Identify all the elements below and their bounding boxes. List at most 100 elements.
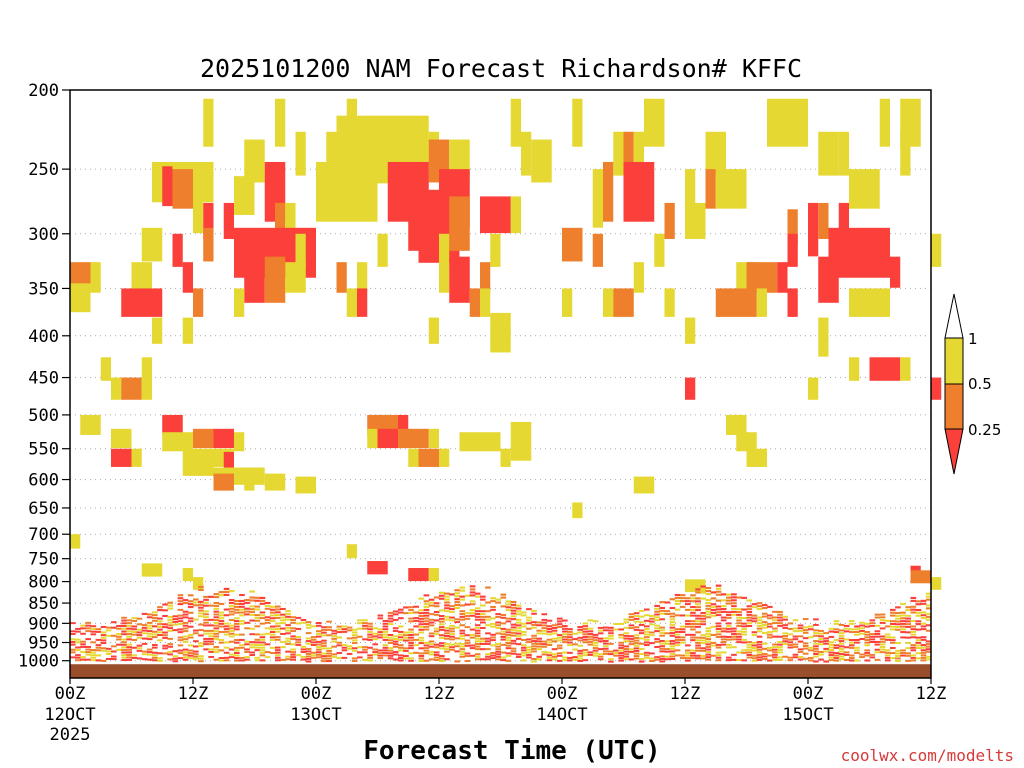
y-axis-ticks: 2002503003504004505005506006507007508008…	[18, 81, 70, 672]
x-tick-label-6: 00Z	[793, 684, 824, 704]
pbl-streak	[562, 633, 568, 636]
pbl-streak	[751, 606, 758, 609]
pbl-streak	[536, 637, 542, 640]
pbl-streak	[731, 635, 737, 638]
pbl-streak	[495, 613, 501, 616]
pbl-streak	[249, 611, 255, 614]
pbl-streak	[869, 624, 876, 627]
pbl-streak	[351, 659, 358, 662]
legend-label-1: 0.5	[968, 375, 992, 393]
pbl-streak	[433, 656, 440, 659]
pbl-streak	[162, 609, 168, 612]
pbl-streak	[234, 649, 240, 652]
pbl-streak	[305, 637, 312, 640]
pbl-streak	[136, 649, 143, 652]
ri-cell-69	[931, 233, 942, 267]
pbl-streak	[813, 652, 819, 655]
pbl-streak	[280, 646, 286, 649]
pbl-streak	[772, 648, 778, 651]
pbl-streak	[213, 645, 220, 648]
pbl-streak	[269, 617, 276, 620]
pbl-streak	[341, 630, 348, 633]
pbl-streak	[234, 651, 240, 654]
pbl-streak	[731, 633, 737, 636]
pbl-streak	[726, 659, 732, 662]
ri-cell-24	[900, 131, 911, 176]
pbl-streak	[234, 611, 240, 614]
pbl-streak	[556, 659, 563, 662]
pbl-streak	[685, 659, 691, 662]
pbl-streak	[905, 652, 911, 655]
pbl-streak	[249, 627, 255, 630]
pbl-streak	[802, 618, 809, 621]
pbl-streak	[910, 649, 917, 652]
pbl-streak	[474, 626, 481, 629]
y-tick-label-750: 750	[28, 550, 59, 570]
pbl-streak	[644, 656, 650, 659]
pbl-streak	[644, 628, 650, 631]
ri-cell-154	[572, 502, 583, 519]
pbl-streak	[182, 656, 189, 659]
pbl-streak	[536, 642, 542, 645]
pbl-streak	[756, 616, 763, 619]
pbl-streak	[849, 639, 855, 642]
pbl-streak	[797, 629, 804, 632]
pbl-streak	[736, 608, 742, 611]
pbl-streak	[674, 638, 681, 641]
pbl-streak	[218, 649, 225, 652]
pbl-streak	[449, 648, 455, 651]
pbl-streak	[659, 639, 665, 642]
pbl-streak	[90, 656, 97, 659]
ri-cell-113	[869, 357, 901, 381]
pbl-streak	[705, 586, 712, 590]
pbl-streak	[228, 613, 235, 616]
pbl-streak	[495, 645, 501, 648]
pbl-streak	[925, 604, 932, 607]
pbl-streak	[162, 623, 168, 626]
pbl-streak	[695, 591, 701, 594]
pbl-streak	[659, 634, 665, 637]
pbl-streak	[695, 614, 701, 617]
pbl-streak	[480, 604, 486, 607]
pbl-streak	[285, 624, 291, 627]
pbl-streak	[838, 655, 845, 658]
pbl-streak	[428, 653, 435, 656]
pbl-streak	[633, 628, 640, 631]
ri-cell-116	[121, 377, 142, 400]
pbl-streak	[75, 659, 81, 662]
pbl-streak	[587, 619, 594, 622]
pbl-streak	[551, 629, 558, 632]
pbl-streak	[392, 650, 399, 653]
pbl-streak	[203, 595, 209, 598]
pbl-streak	[357, 635, 363, 638]
pbl-streak	[746, 643, 753, 646]
pbl-streak	[264, 651, 271, 654]
pbl-streak	[377, 614, 384, 617]
pbl-streak	[187, 657, 194, 660]
pbl-streak	[480, 648, 486, 651]
pbl-streak	[638, 653, 645, 656]
pbl-streak	[259, 644, 266, 647]
pbl-streak	[669, 634, 676, 637]
pbl-streak	[638, 658, 645, 661]
pbl-streak	[884, 638, 891, 641]
pbl-streak	[90, 630, 97, 633]
pbl-streak	[469, 591, 476, 594]
ri-cell-108	[685, 317, 696, 344]
pbl-streak	[797, 648, 804, 651]
ri-cell-114	[900, 357, 911, 381]
pbl-streak	[485, 648, 491, 651]
pbl-streak	[310, 644, 317, 647]
pbl-streak	[813, 634, 819, 637]
pbl-streak	[80, 643, 86, 646]
pbl-streak	[485, 658, 491, 661]
ri-cell-73	[182, 262, 193, 293]
pbl-streak	[690, 657, 696, 660]
pbl-streak	[449, 624, 455, 627]
pbl-streak	[295, 638, 302, 641]
pbl-streak	[515, 629, 522, 632]
legend-label-2: 0.25	[968, 421, 1001, 439]
pbl-streak	[193, 598, 199, 601]
pbl-streak	[864, 636, 870, 639]
pbl-streak	[495, 621, 501, 624]
